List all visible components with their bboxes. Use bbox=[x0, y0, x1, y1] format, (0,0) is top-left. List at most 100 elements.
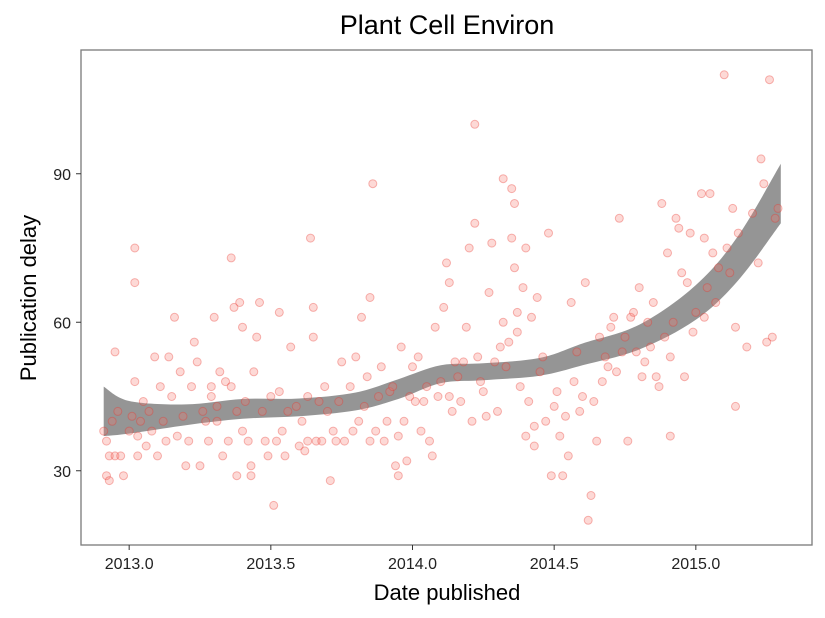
data-point bbox=[189, 337, 199, 347]
data-point bbox=[138, 397, 148, 406]
data-point bbox=[773, 203, 783, 213]
data-point bbox=[498, 174, 508, 184]
data-point bbox=[708, 248, 718, 258]
data-point bbox=[119, 471, 128, 481]
data-point bbox=[308, 332, 318, 342]
data-point bbox=[665, 352, 675, 362]
data-point bbox=[637, 372, 647, 382]
data-point bbox=[274, 307, 284, 317]
data-point bbox=[232, 471, 242, 481]
data-point bbox=[238, 322, 247, 332]
data-point bbox=[215, 367, 225, 377]
data-point bbox=[229, 302, 239, 312]
data-point bbox=[252, 332, 262, 342]
data-point bbox=[552, 387, 562, 397]
data-point bbox=[376, 362, 386, 372]
data-point bbox=[246, 471, 256, 481]
data-point bbox=[722, 243, 732, 253]
data-point bbox=[495, 342, 505, 352]
data-point bbox=[371, 426, 381, 436]
data-point bbox=[240, 397, 250, 406]
data-point bbox=[728, 203, 738, 213]
data-point bbox=[422, 382, 432, 392]
data-point bbox=[170, 312, 179, 322]
data-point bbox=[464, 243, 474, 253]
data-point bbox=[512, 327, 522, 337]
data-point bbox=[470, 119, 480, 129]
data-point bbox=[150, 352, 160, 362]
data-point bbox=[393, 471, 403, 481]
data-point bbox=[167, 392, 177, 401]
data-point bbox=[102, 436, 111, 446]
data-point bbox=[351, 352, 361, 362]
data-point bbox=[705, 189, 715, 199]
data-point bbox=[484, 288, 494, 297]
data-point bbox=[501, 362, 511, 372]
data-point bbox=[272, 436, 281, 446]
data-point bbox=[104, 476, 114, 486]
data-point bbox=[425, 436, 434, 446]
data-point bbox=[374, 392, 383, 401]
data-point bbox=[238, 426, 247, 436]
data-point bbox=[566, 298, 576, 307]
data-point bbox=[212, 416, 222, 426]
x-tick-label: 2013.5 bbox=[246, 556, 295, 573]
data-point bbox=[391, 461, 400, 471]
data-point bbox=[535, 367, 545, 377]
data-point bbox=[328, 426, 338, 436]
data-point bbox=[442, 258, 451, 268]
data-point bbox=[578, 392, 587, 401]
data-point bbox=[450, 357, 460, 367]
data-point bbox=[609, 312, 619, 322]
data-point bbox=[124, 426, 134, 436]
data-point bbox=[665, 431, 675, 441]
data-point bbox=[218, 451, 228, 461]
data-point bbox=[133, 451, 143, 461]
data-point bbox=[575, 406, 585, 416]
data-point bbox=[187, 382, 196, 392]
data-point bbox=[175, 367, 185, 377]
data-point bbox=[204, 436, 213, 446]
data-point bbox=[657, 199, 667, 208]
data-point bbox=[487, 238, 497, 248]
data-point bbox=[269, 500, 279, 510]
data-point bbox=[493, 406, 502, 416]
data-point bbox=[104, 451, 114, 461]
data-point bbox=[748, 208, 757, 218]
data-point bbox=[629, 307, 638, 317]
data-point bbox=[563, 451, 573, 461]
chart-title: Plant Cell Environ bbox=[340, 10, 555, 40]
data-point bbox=[558, 471, 568, 481]
confidence-band bbox=[103, 163, 781, 437]
data-point bbox=[348, 426, 358, 436]
data-point bbox=[660, 332, 670, 342]
data-point bbox=[640, 357, 650, 367]
data-point bbox=[306, 233, 315, 243]
data-point bbox=[311, 436, 321, 446]
data-point bbox=[541, 416, 551, 426]
smooth-layer bbox=[103, 163, 781, 437]
data-point bbox=[212, 401, 222, 411]
data-point bbox=[153, 451, 162, 461]
data-point bbox=[365, 436, 375, 446]
data-point bbox=[512, 307, 522, 317]
data-point bbox=[467, 416, 477, 426]
data-point bbox=[532, 293, 542, 302]
data-point bbox=[544, 228, 553, 238]
data-point bbox=[626, 312, 636, 322]
data-point bbox=[498, 317, 508, 327]
data-point bbox=[538, 352, 548, 362]
data-point bbox=[379, 436, 389, 446]
data-point bbox=[731, 322, 740, 332]
data-point bbox=[133, 431, 143, 441]
data-point bbox=[274, 387, 284, 397]
data-point bbox=[130, 278, 140, 288]
data-point bbox=[583, 515, 593, 525]
data-point bbox=[612, 367, 621, 377]
data-point bbox=[116, 451, 126, 461]
data-point bbox=[677, 268, 687, 278]
data-point bbox=[459, 357, 468, 367]
data-point bbox=[546, 471, 556, 481]
data-point bbox=[685, 228, 695, 238]
data-point bbox=[155, 382, 165, 392]
